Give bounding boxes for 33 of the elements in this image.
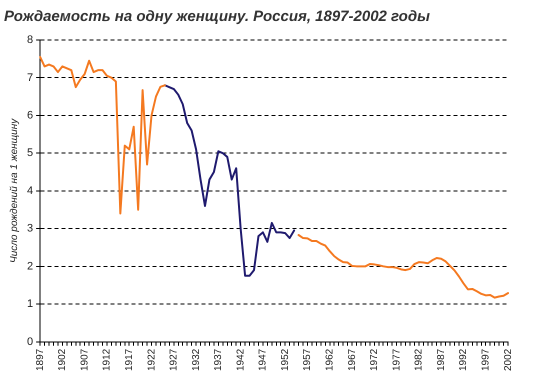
y-tick-label: 4 <box>26 184 34 197</box>
y-tick-label: 6 <box>26 109 34 122</box>
x-tick-label: 1962 <box>324 348 336 372</box>
x-tick-label: 1972 <box>369 348 380 372</box>
y-axis-title: Число рождений на 1 женщину <box>8 118 20 264</box>
x-tick-label: 1917 <box>124 348 135 372</box>
y-tick-label: 8 <box>26 34 34 46</box>
x-tick-label: 1907 <box>79 348 90 372</box>
x-tick-label: 1912 <box>102 348 113 372</box>
y-tick-label: 5 <box>26 147 34 160</box>
x-tick-label: 1987 <box>436 348 447 372</box>
x-tick-label: 1977 <box>391 348 402 372</box>
x-tick-label: 1952 <box>280 348 291 372</box>
x-tick-label: 1932 <box>190 348 202 372</box>
x-tick-label: 1922 <box>146 348 158 372</box>
x-tick-label: 1967 <box>346 348 358 372</box>
chart-title: Рождаемость на одну женщину. Россия, 1897-2002 годы <box>4 8 430 26</box>
x-tick-label: 1942 <box>235 348 246 372</box>
x-tick-label: 1897 <box>34 348 46 372</box>
x-tick-label: 1992 <box>458 348 470 372</box>
y-tick-label: 0 <box>26 336 34 348</box>
x-tick-label: 1937 <box>213 348 224 372</box>
x-tick-label: 1957 <box>302 348 314 372</box>
x-tick-label: 1947 <box>258 348 269 372</box>
x-tick-label: 1902 <box>57 348 68 372</box>
x-tick-label: 1927 <box>168 348 180 372</box>
y-tick-label: 2 <box>26 260 34 272</box>
y-tick-label: 7 <box>26 72 34 84</box>
y-tick-label: 1 <box>26 298 34 310</box>
x-tick-label: 1997 <box>480 348 492 372</box>
y-tick-label: 3 <box>26 222 34 235</box>
x-tick-label: 1982 <box>414 348 425 372</box>
x-tick-label: 2002 <box>502 348 514 372</box>
